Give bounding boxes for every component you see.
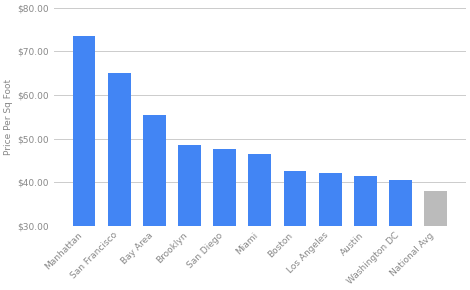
Bar bbox=[354, 175, 377, 290]
Bar bbox=[213, 149, 236, 290]
Bar bbox=[178, 145, 201, 290]
Bar bbox=[283, 171, 306, 290]
Bar bbox=[72, 36, 95, 290]
Bar bbox=[389, 180, 412, 290]
Bar bbox=[424, 191, 447, 290]
Y-axis label: Price Per Sq Foot: Price Per Sq Foot bbox=[4, 79, 13, 155]
Bar bbox=[319, 173, 342, 290]
Bar bbox=[143, 115, 166, 290]
Bar bbox=[249, 154, 271, 290]
Bar bbox=[108, 73, 131, 290]
